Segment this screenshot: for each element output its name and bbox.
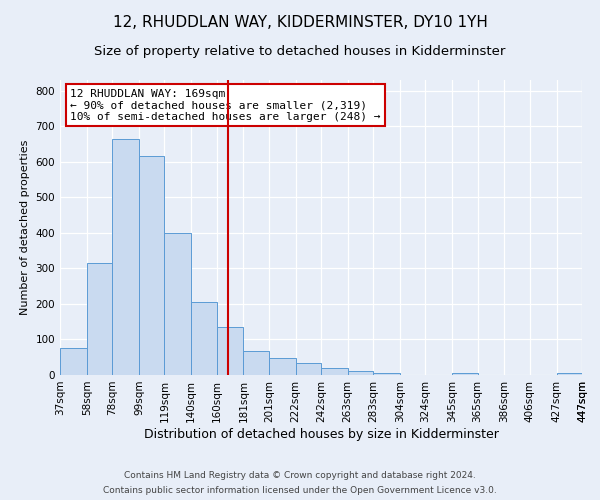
Y-axis label: Number of detached properties: Number of detached properties bbox=[20, 140, 30, 315]
Bar bbox=[217, 327, 244, 375]
Bar bbox=[87, 263, 112, 375]
Bar bbox=[452, 373, 478, 375]
Bar bbox=[296, 362, 321, 375]
Text: Contains HM Land Registry data © Crown copyright and database right 2024.: Contains HM Land Registry data © Crown c… bbox=[124, 471, 476, 480]
X-axis label: Distribution of detached houses by size in Kidderminster: Distribution of detached houses by size … bbox=[143, 428, 499, 440]
Bar bbox=[348, 372, 373, 375]
Bar bbox=[557, 373, 582, 375]
Bar bbox=[373, 373, 400, 375]
Text: Size of property relative to detached houses in Kidderminster: Size of property relative to detached ho… bbox=[94, 45, 506, 58]
Bar bbox=[321, 368, 348, 375]
Bar bbox=[112, 138, 139, 375]
Text: 12 RHUDDLAN WAY: 169sqm
← 90% of detached houses are smaller (2,319)
10% of semi: 12 RHUDDLAN WAY: 169sqm ← 90% of detache… bbox=[70, 89, 381, 122]
Bar bbox=[139, 156, 164, 375]
Text: Contains public sector information licensed under the Open Government Licence v3: Contains public sector information licen… bbox=[103, 486, 497, 495]
Bar bbox=[60, 348, 87, 375]
Text: 12, RHUDDLAN WAY, KIDDERMINSTER, DY10 1YH: 12, RHUDDLAN WAY, KIDDERMINSTER, DY10 1Y… bbox=[113, 15, 487, 30]
Bar bbox=[244, 351, 269, 375]
Bar bbox=[269, 358, 296, 375]
Bar bbox=[191, 302, 217, 375]
Bar bbox=[164, 233, 191, 375]
